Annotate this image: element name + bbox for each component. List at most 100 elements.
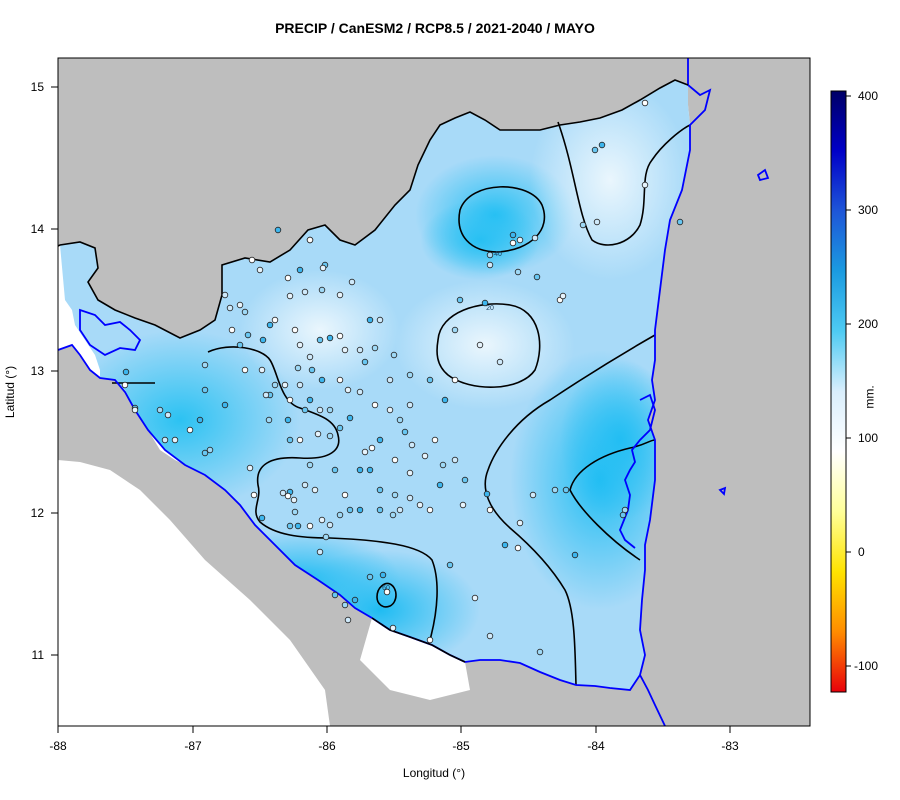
contour-20-northeast [557,121,691,246]
station-point [571,551,579,559]
station-point [296,381,304,389]
station-point [258,514,266,522]
station-point [536,648,544,656]
station-point [451,456,459,464]
station-point [291,326,299,334]
station-point [326,406,334,414]
station-point [228,326,236,334]
station-point [306,461,314,469]
station-points [121,99,684,656]
station-point [389,511,397,519]
station-point [579,221,587,229]
station-point [356,466,364,474]
colorbar-ticks: 400 300 200 100 0 -100 [846,89,878,673]
station-point [301,481,309,489]
station-point [391,491,399,499]
station-point [619,511,627,519]
station-point [341,491,349,499]
colorbar-gradient [830,90,847,693]
station-point [501,541,509,549]
x-tick-label: -84 [587,739,605,753]
station-point [236,301,244,309]
station-point [311,486,319,494]
caribbean-sea [640,58,810,726]
x-axis-label: Longitud (°) [402,766,466,780]
station-point [486,506,494,514]
station-point [383,588,391,596]
contour-40-northeast [458,186,546,253]
station-point [391,456,399,464]
station-point [306,353,314,361]
colorbar-unit-label: mm. [862,385,877,409]
station-point [131,406,139,414]
station-point [361,358,369,366]
station-point [471,594,479,602]
station-point [481,299,489,307]
station-point [514,544,522,552]
station-point [258,366,266,374]
station-point [351,596,359,604]
station-point [641,181,649,189]
station-point [121,381,129,389]
station-point [593,218,601,226]
station-point [439,461,447,469]
colorbar-tick-label: 200 [858,317,878,331]
station-point [306,236,314,244]
station-point [533,273,541,281]
station-point [164,411,172,419]
station-point [196,416,204,424]
station-point [286,522,294,530]
station-point [461,476,469,484]
station-point [516,519,524,527]
station-point [294,522,302,530]
station-point [244,331,252,339]
borders [58,79,689,663]
station-point [274,226,282,234]
station-point [356,388,364,396]
station-point [344,616,352,624]
station-point [284,274,292,282]
contour-40-west [207,346,438,641]
station-point [248,256,256,264]
station-point [436,481,444,489]
station-point [265,416,273,424]
station-point [316,336,324,344]
station-point [451,376,459,384]
station-point [281,381,289,389]
colorbar-tick-label: 0 [858,545,865,559]
x-tick-label: -85 [452,739,470,753]
station-point [286,292,294,300]
station-point [331,591,339,599]
station-point [509,239,517,247]
y-tick-label: 13 [31,364,45,378]
station-point [256,266,264,274]
contour-60-east [569,439,656,561]
station-point [341,346,349,354]
station-point [279,489,287,497]
honduras-land [58,58,688,338]
colorbar-tick-label: 300 [858,203,878,217]
station-point [316,548,324,556]
station-point [344,386,352,394]
station-point [206,446,214,454]
station-point [509,231,517,239]
station-point [308,366,316,374]
station-point [486,251,494,259]
station-point [122,368,130,376]
honduras-border [58,79,689,339]
station-point [421,452,429,460]
station-point [346,414,354,422]
station-point [271,316,279,324]
station-point [496,358,504,366]
station-point [259,336,267,344]
contour-label: 60 [382,585,390,592]
station-point [366,466,374,474]
station-point [356,506,364,514]
station-point [326,521,334,529]
station-point [483,490,491,498]
station-point [598,141,606,149]
station-point [156,406,164,414]
y-axis-label: Latitud (°) [3,365,17,419]
station-point [406,401,414,409]
